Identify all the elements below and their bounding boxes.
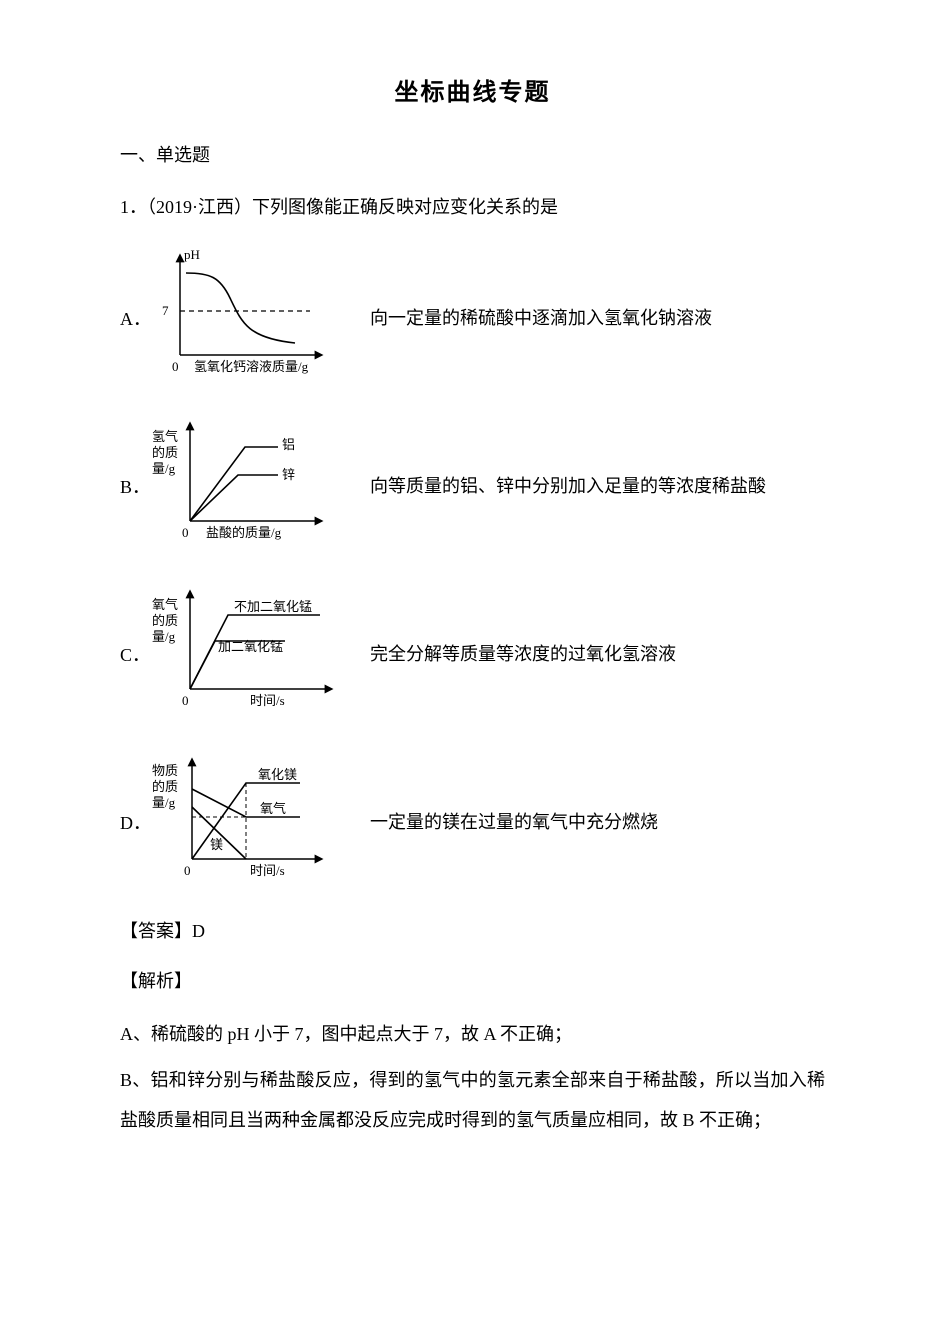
origin-label: 0	[184, 863, 191, 878]
x-label: 盐酸的质量/g	[206, 525, 282, 540]
y-label-3: 量/g	[152, 629, 176, 644]
y-label-3: 量/g	[152, 795, 176, 810]
option-a-figure: pH 7 0 氢氧化钙溶液质量/g	[150, 243, 360, 393]
curve-zn	[190, 475, 278, 521]
question-stem: 1．（2019·江西）下列图像能正确反映对应变化关系的是	[120, 191, 825, 223]
label-zn: 锌	[282, 467, 295, 482]
option-d-letter: D．	[120, 809, 150, 835]
question-number: 1．	[120, 197, 147, 217]
y-label-1: 氧气	[152, 597, 178, 612]
page: 坐标曲线专题 一、单选题 1．（2019·江西）下列图像能正确反映对应变化关系的…	[0, 0, 945, 1337]
analysis-line-a: A、稀硫酸的 pH 小于 7，图中起点大于 7，故 A 不正确；	[120, 1015, 825, 1055]
option-a-letter: A．	[120, 305, 150, 331]
label-mg: 镁	[210, 837, 223, 852]
label-mno2: 加二氧化锰	[218, 639, 283, 654]
option-c-figure: 氧气 的质 量/g 不加二氧化锰 加二氧化锰 0 时间/s	[150, 579, 360, 729]
y-label-1: 物质	[152, 763, 178, 778]
section-heading: 一、单选题	[120, 141, 825, 167]
question-source: （2019·江西）	[147, 197, 252, 217]
option-c: C． 氧气 的质 量/g 不加二氧化锰 加二氧化锰 0 时间/s	[120, 579, 825, 729]
y-label-1: 氢气	[152, 429, 178, 444]
answer-label: 【答案】	[120, 921, 192, 941]
option-b-letter: B．	[120, 473, 150, 499]
answer-value: D	[192, 921, 205, 941]
option-b-text: 向等质量的铝、锌中分别加入足量的等浓度稀盐酸	[360, 472, 825, 501]
label-no-mno2: 不加二氧化锰	[234, 599, 312, 614]
option-d-text: 一定量的镁在过量的氧气中充分燃烧	[360, 808, 825, 837]
option-d-figure: 物质 的质 量/g 氧化镁 氧气 镁 0 时间/s	[150, 747, 360, 897]
ytick-7: 7	[162, 303, 169, 318]
question-text: 下列图像能正确反映对应变化关系的是	[252, 197, 558, 217]
y-label-2: 的质	[152, 445, 178, 460]
option-b-figure: 氢气 的质 量/g 铝 锌 0 盐酸的质量/g	[150, 411, 360, 561]
option-a-chart: pH 7 0 氢氧化钙溶液质量/g	[150, 243, 360, 393]
curve-al	[190, 447, 278, 521]
option-c-text: 完全分解等质量等浓度的过氧化氢溶液	[360, 640, 825, 669]
y-label-3: 量/g	[152, 461, 176, 476]
analysis-label: 【解析】	[120, 967, 825, 993]
answer-block: 【答案】D	[120, 917, 825, 943]
x-label: 氢氧化钙溶液质量/g	[194, 359, 309, 374]
label-al: 铝	[282, 437, 295, 452]
analysis-line-b: B、铝和锌分别与稀盐酸反应，得到的氢气中的氢元素全部来自于稀盐酸，所以当加入稀盐…	[120, 1061, 825, 1140]
x-label: 时间/s	[250, 693, 285, 708]
y-label: pH	[184, 247, 200, 262]
option-d: D． 物质 的质 量/g	[120, 747, 825, 897]
option-d-chart: 物质 的质 量/g 氧化镁 氧气 镁 0 时间/s	[150, 747, 360, 897]
origin-label: 0	[172, 359, 179, 374]
x-label: 时间/s	[250, 863, 285, 878]
option-c-letter: C．	[120, 641, 150, 667]
y-label-2: 的质	[152, 779, 178, 794]
option-c-chart: 氧气 的质 量/g 不加二氧化锰 加二氧化锰 0 时间/s	[150, 579, 360, 729]
y-label-2: 的质	[152, 613, 178, 628]
origin-label: 0	[182, 693, 189, 708]
curve-a	[186, 273, 295, 343]
label-o2: 氧气	[260, 801, 286, 816]
option-a-text: 向一定量的稀硫酸中逐滴加入氢氧化钠溶液	[360, 304, 825, 333]
page-title: 坐标曲线专题	[120, 72, 825, 107]
option-b-chart: 氢气 的质 量/g 铝 锌 0 盐酸的质量/g	[150, 411, 360, 561]
option-a: A． pH 7 0 氢氧化钙溶液质量/g	[120, 243, 825, 393]
option-b: B． 氢气 的质 量/g 铝 锌 0 盐酸的质量/g	[120, 411, 825, 561]
origin-label: 0	[182, 525, 189, 540]
label-mgo: 氧化镁	[258, 767, 297, 782]
